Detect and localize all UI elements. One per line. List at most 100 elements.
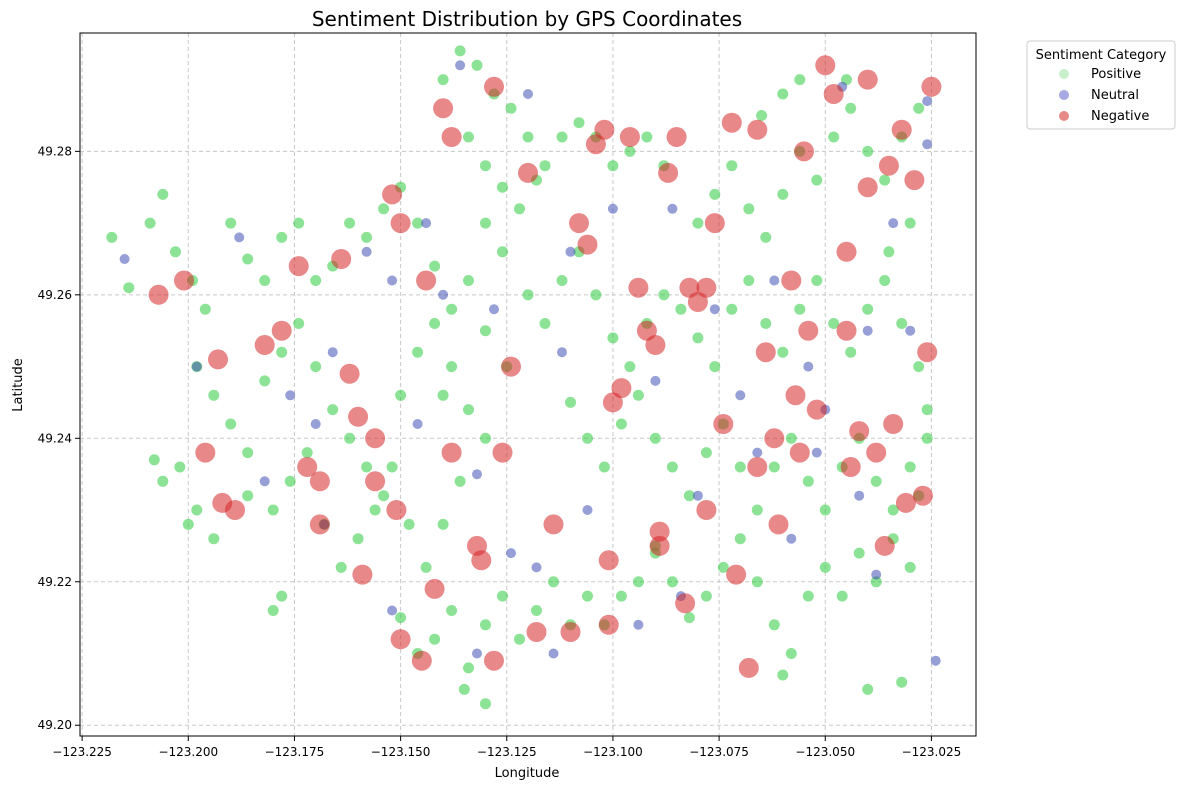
point-positive [480,698,491,710]
point-positive [607,160,619,172]
point-positive [565,396,576,408]
point-neutral [438,289,449,300]
point-negative [815,55,836,76]
point-negative [768,514,789,535]
point-positive [649,432,661,444]
point-neutral [234,232,245,243]
point-neutral [285,390,296,401]
point-negative [789,442,810,463]
point-negative [288,256,309,277]
point-positive [123,282,135,294]
point-positive [904,217,916,229]
point-negative [704,213,725,234]
point-positive [862,683,874,695]
point-positive [785,432,797,444]
point-positive [276,346,288,358]
point-positive [756,110,768,121]
point-positive [700,447,712,459]
point-positive [598,461,610,473]
point-positive [148,454,160,466]
point-neutral [259,476,270,487]
point-positive [144,217,156,229]
point-neutral [327,347,338,358]
point-neutral [387,605,398,616]
point-positive [802,475,814,487]
point-positive [828,318,840,329]
point-positive [879,174,891,186]
point-negative [836,241,857,262]
point-negative [195,442,216,463]
point-positive [106,231,118,243]
point-negative [713,414,734,434]
point-positive [429,633,441,645]
point-positive [692,217,704,229]
point-neutral [582,505,593,515]
point-negative [441,442,462,463]
point-positive [259,275,271,286]
point-positive [378,490,390,502]
point-negative [598,614,619,635]
point-negative [675,593,696,614]
point-positive [531,605,542,616]
point-positive [412,217,424,229]
point-positive [225,418,237,430]
point-positive [734,533,746,545]
point-neutral [811,447,822,458]
x-axis-label: Longitude [495,766,560,781]
point-positive [276,590,288,602]
point-neutral [930,655,941,666]
point-negative [309,514,330,535]
point-negative [747,457,768,477]
point-negative [543,514,564,535]
point-positive [751,576,763,588]
point-positive [310,275,322,286]
point-positive [539,160,551,172]
point-negative [921,76,942,97]
point-negative [794,141,814,162]
point-neutral [786,533,797,544]
point-positive [845,102,857,114]
point-negative [390,629,411,650]
point-positive [913,102,925,114]
point-negative [619,127,640,147]
legend-box [1026,40,1176,130]
data-points [106,45,942,710]
point-neutral [633,619,644,630]
point-positive [624,145,636,157]
point-positive [293,318,305,329]
point-positive [590,289,602,301]
plot-frame [79,32,977,737]
point-positive [514,203,525,215]
point-positive [437,518,449,530]
point-positive [811,275,823,286]
point-negative [874,535,895,556]
point-neutral [506,548,516,559]
point-negative [696,500,717,520]
point-negative [424,578,445,599]
point-negative [755,342,776,363]
point-negative [365,428,386,449]
point-positive [437,389,449,401]
point-positive [369,504,381,516]
point-positive [437,74,449,86]
point-positive [828,131,840,143]
x-tick-label: −123.200 [158,745,218,759]
point-positive [624,361,636,373]
point-negative [390,213,411,234]
point-positive [870,576,882,588]
point-positive [913,361,925,373]
point-negative [386,500,407,520]
point-negative [917,342,938,363]
point-positive [301,447,313,459]
legend-items: Positive Neutral Negative [1059,67,1149,124]
point-positive [480,160,491,172]
point-positive [199,303,211,315]
point-negative [649,521,670,542]
x-tick-label: −123.075 [689,745,749,759]
point-negative [471,550,492,571]
legend-title: Sentiment Category [1036,48,1167,63]
point-negative [849,421,870,442]
point-neutral [455,60,466,71]
point-negative [666,127,687,147]
point-positive [768,461,780,473]
